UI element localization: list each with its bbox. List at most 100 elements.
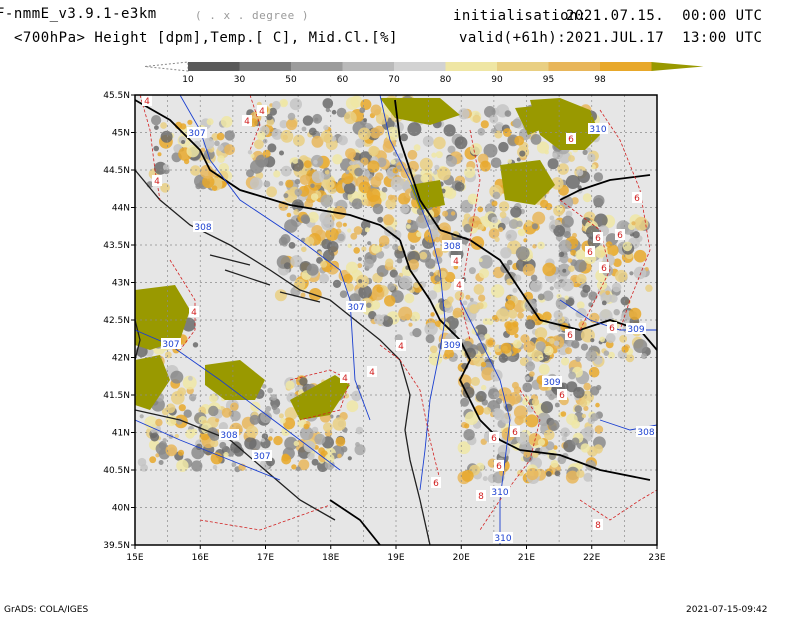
temperature-contour-label: 4 [369,368,375,378]
lat-tick-label: 42N [112,354,130,364]
height-label-box [346,301,366,312]
colorbar-tick-label: 10 [182,75,194,85]
country-border [329,499,381,545]
height-contour-label: 307 [347,303,364,313]
temp-label-box [454,279,464,290]
height-label-box [442,240,462,251]
temperature-contour-label: 8 [595,521,601,531]
height-contour-label: 310 [491,488,508,498]
temperature-contour-label: 6 [491,434,497,444]
country-border [399,239,461,341]
lat-tick-label: 40N [112,504,130,514]
height-contour-label: 308 [637,428,654,438]
temp-label-box [510,426,520,437]
lon-tick-label: 20E [453,553,470,563]
colorbar-tick-label: 60 [337,75,349,85]
temp-label-box [396,340,406,351]
temperature-contour-label: 4 [244,117,250,127]
gridlines [135,95,657,545]
height-label-box [493,532,513,543]
init-value: 2021.07.15. 00:00 UTC [566,8,763,24]
height-label-box [219,429,239,440]
init-label: initialisation: [453,8,587,24]
temp-label-box [142,95,152,106]
height-contour-label: 308 [220,431,237,441]
temperature-contour-label: 6 [559,391,565,401]
temp-label-box [451,255,461,266]
temperature-contour [579,489,657,521]
colorbar-segment [342,62,395,71]
height-contour-label: 309 [627,325,644,335]
height-contour-label: 309 [543,378,560,388]
height-contour [379,95,446,491]
dense-cloud-region [515,105,552,135]
temperature-contour [289,369,351,421]
height-contour-label: 310 [589,125,606,135]
temp-label-box [607,322,617,333]
temperature-contour-label: 4 [154,177,160,187]
height-label-box [187,127,207,138]
temperature-contour-label: 6 [587,248,593,258]
country-border [559,174,651,201]
valid-value: 2021.JUL.17 13:00 UTC [566,30,763,46]
temperature-contour-label: 8 [478,492,484,502]
height-label-box [588,123,608,134]
temperature-contour [459,129,481,341]
temp-label-box [585,246,595,257]
colorbar-end-triangle [651,62,704,71]
lon-tick-label: 17E [257,553,274,563]
colorbar-tick-label: 98 [594,75,606,85]
colorbar-segment [394,62,446,71]
map-plot-area: 307 308 307 308 307 307 308 309 309 310 310 309 308 3… [135,95,657,545]
colorbar: 10 30 50 60 70 80 90 95 98 [144,61,704,85]
footer-timestamp: 2021-07-15-09:42 [686,605,768,615]
height-contour-label: 310 [494,534,511,544]
dense-cloud-region [135,285,190,350]
temperature-contour [249,95,261,151]
height-contour [179,95,371,421]
lat-tick-label: 45N [112,129,130,139]
height-contour-label: 308 [194,223,211,233]
temperature-contour-label: 4 [398,342,404,352]
colorbar-tick-label: 70 [388,75,400,85]
colorbar-segment [445,62,498,71]
temperature-contour-label: 4 [342,374,348,384]
lat-tick-label: 45.5N [103,91,130,101]
lon-tick-label: 23E [648,553,665,563]
temp-label-box [557,389,567,400]
colorbar-tick-label: 90 [491,75,503,85]
coastline [135,409,336,521]
lat-tick-label: 44.5N [103,166,130,176]
lon-tick-label: 15E [126,553,143,563]
temp-label-box [632,192,642,203]
temp-label-box [494,460,504,471]
country-border [135,99,401,241]
height-contour-label: 309 [443,341,460,351]
height-contour-label: 307 [188,129,205,139]
temperature-contour-label: 6 [595,234,601,244]
temperature-contour-label: 6 [601,264,607,274]
lat-tick-label: 43N [112,279,130,289]
dense-cloud-region [205,360,265,400]
temperature-contour-label: 6 [609,324,615,334]
temperature-contour [379,344,441,481]
dense-cloud-region [290,375,350,420]
colorbar-segment [600,62,652,71]
dense-cloud-region [135,355,170,410]
temperature-contour-label: 6 [567,331,573,341]
lon-tick-label: 21E [518,553,535,563]
colorbar-segment [497,62,549,71]
valid-label: valid(+61h): [459,30,567,46]
temp-label-box [431,477,441,488]
height-label-box [490,486,510,497]
footer-credit: GrADS: COLA/IGES [4,605,89,615]
temperature-contour [599,109,651,331]
temp-label-box [367,366,377,377]
country-border [539,319,657,351]
height-label-box [252,450,272,461]
temperature-contour-label: 6 [617,231,623,241]
colorbar-tick-label: 95 [543,75,554,85]
coastline [224,269,271,286]
lon-tick-label: 19E [387,553,404,563]
degree-note: ( . x . degree ) [195,9,309,22]
